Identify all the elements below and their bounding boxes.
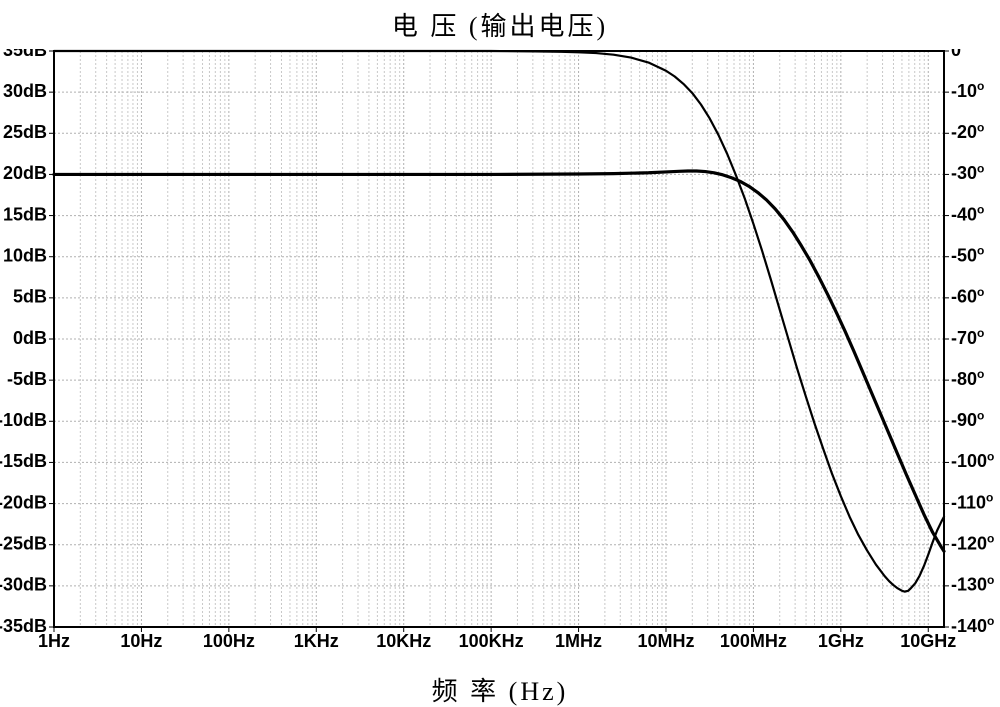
yl-tick-10: -15dB <box>0 451 47 471</box>
yr-tick-0: 0o <box>951 49 968 60</box>
x-tick-9: 1GHz <box>818 631 864 651</box>
yl-tick-3: 20dB <box>3 163 47 183</box>
yl-tick-7: 0dB <box>13 328 47 348</box>
yl-tick-8: -5dB <box>7 369 47 389</box>
yr-tick-9: -90o <box>951 409 984 430</box>
yl-tick-9: -10dB <box>0 410 47 430</box>
yl-tick-2: 25dB <box>3 122 47 142</box>
x-tick-3: 1KHz <box>294 631 339 651</box>
yl-tick-11: -20dB <box>0 492 47 512</box>
yr-tick-14: -140o <box>951 614 994 635</box>
yl-tick-13: -30dB <box>0 575 47 595</box>
yr-tick-7: -70o <box>951 326 984 347</box>
chart-svg: 35dB 30dB 25dB 20dB 15dB 10dB 5dB 0dB -5dB -10dB -… <box>0 49 1000 669</box>
yl-tick-12: -25dB <box>0 533 47 553</box>
x-tick-5: 100KHz <box>459 631 524 651</box>
x-tick-6: 1MHz <box>555 631 602 651</box>
chart-title: 电 压 (输出电压) <box>0 6 1000 43</box>
yl-tick-0: 35dB <box>3 49 47 60</box>
x-tick-4: 10KHz <box>376 631 431 651</box>
yl-tick-1: 30dB <box>3 81 47 101</box>
yl-tick-4: 15dB <box>3 204 47 224</box>
yr-tick-10: -100o <box>951 450 994 471</box>
x-tick-0: 1Hz <box>38 631 70 651</box>
bode-chart: 35dB 30dB 25dB 20dB 15dB 10dB 5dB 0dB -5dB -10dB -… <box>0 49 1000 669</box>
yr-tick-13: -130o <box>951 573 994 594</box>
yr-tick-6: -60o <box>951 285 984 306</box>
x-tick-7: 10MHz <box>637 631 694 651</box>
yr-tick-2: -20o <box>951 121 984 142</box>
x-tick-2: 100Hz <box>203 631 255 651</box>
yr-tick-3: -30o <box>951 162 984 183</box>
yr-tick-5: -50o <box>951 244 984 265</box>
x-tick-1: 10Hz <box>120 631 162 651</box>
x-tick-8: 100MHz <box>720 631 787 651</box>
x-tick-10: 10GHz <box>900 631 956 651</box>
yr-tick-11: -110o <box>951 491 993 512</box>
yl-tick-5: 10dB <box>3 245 47 265</box>
yr-tick-1: -10o <box>951 80 984 101</box>
yr-tick-12: -120o <box>951 532 994 553</box>
x-axis-title: 频 率 (Hz) <box>0 671 1000 707</box>
yr-tick-4: -40o <box>951 203 984 224</box>
yl-tick-6: 5dB <box>13 287 47 307</box>
yr-tick-8: -80o <box>951 368 984 389</box>
